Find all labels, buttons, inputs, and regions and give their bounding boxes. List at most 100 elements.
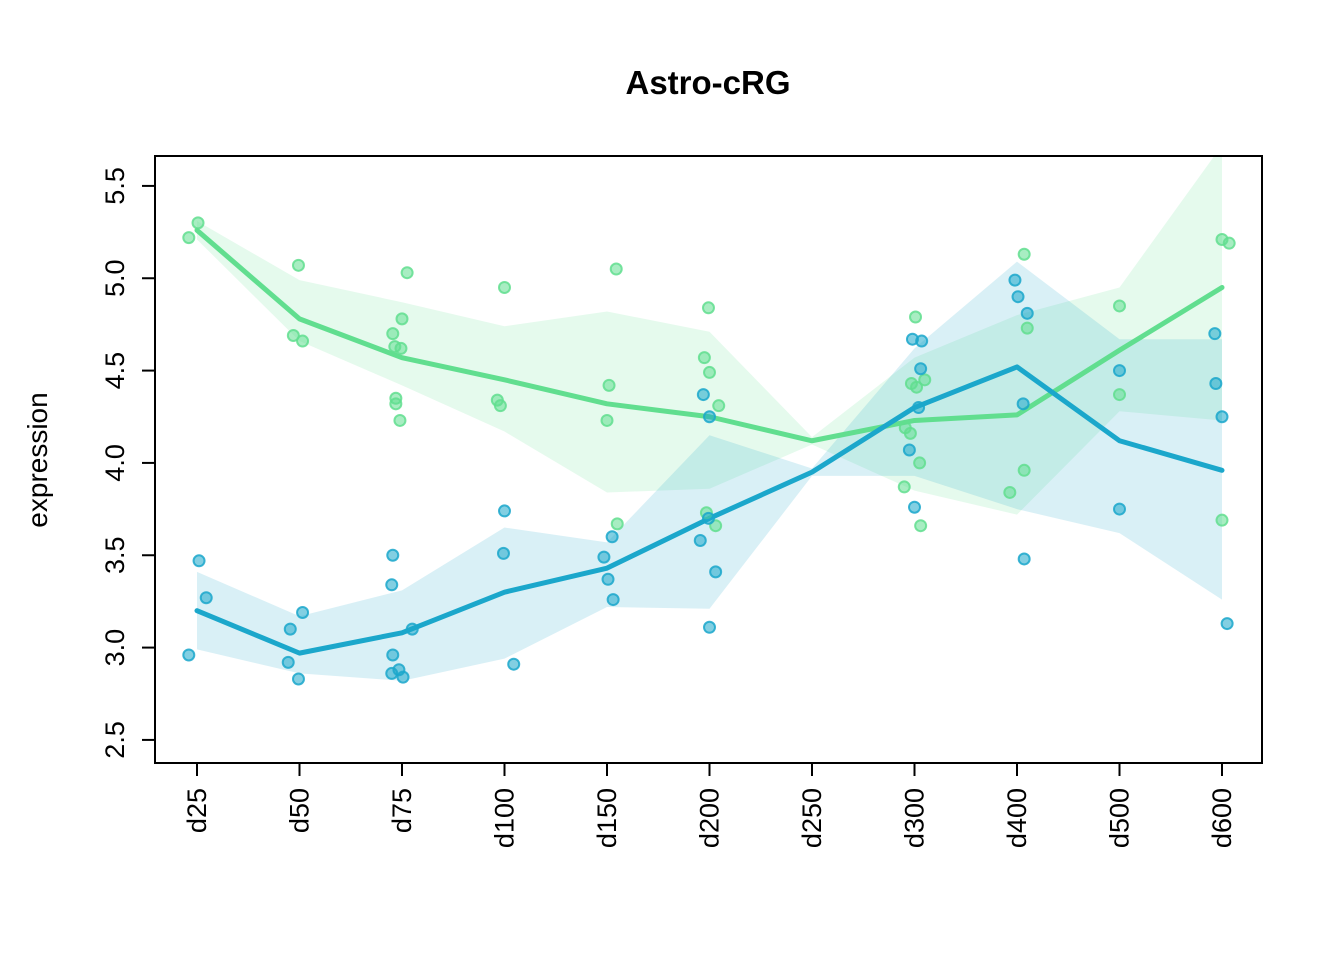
series-green-data-point: [1017, 247, 1031, 261]
series-green-data-point: [191, 216, 205, 230]
series-green-data-point: [296, 334, 310, 348]
y-tick-label: 3.5: [100, 536, 130, 574]
series-blue-data-point: [1011, 290, 1025, 304]
x-tick-label: d200: [695, 788, 725, 848]
series-green-data-point: [1222, 236, 1236, 250]
x-tick-label: d100: [490, 788, 520, 848]
series-blue-data-point: [693, 533, 707, 547]
series-green-data-point: [1215, 513, 1229, 527]
series-blue-data-point: [182, 648, 196, 662]
series-blue-data-point: [496, 546, 510, 560]
series-blue-data-point: [291, 672, 305, 686]
x-tick-label: d500: [1105, 788, 1135, 848]
series-green-data-point: [386, 327, 400, 341]
series-blue-data-point: [597, 550, 611, 564]
x-tick-label: d400: [1002, 788, 1032, 848]
y-tick-label: 2.5: [100, 721, 130, 759]
series-blue-data-point: [1209, 377, 1223, 391]
series-blue-data-point: [281, 655, 295, 669]
x-tick-label: d25: [182, 788, 212, 833]
series-green-data-point: [703, 365, 716, 379]
series-blue-data-point: [386, 648, 400, 662]
y-tick-label: 3.0: [100, 629, 130, 667]
series-green-data-point: [389, 397, 403, 411]
series-blue-data-point: [703, 410, 716, 424]
series-green-data-point: [903, 426, 917, 440]
series-blue-data-point: [396, 670, 410, 684]
series-green-data-point: [701, 301, 715, 315]
series-green-data-point: [393, 413, 407, 427]
series-blue-data-point: [1017, 552, 1031, 566]
series-blue-data-point: [1208, 327, 1222, 341]
series-blue-data-point: [914, 362, 928, 376]
series-green-data-point: [602, 378, 616, 392]
series-green-data-point: [291, 258, 305, 272]
series-blue-data-point: [902, 443, 916, 457]
series-green-data-point: [609, 262, 623, 276]
series-blue-data-point: [1113, 502, 1126, 516]
series-green-data-point: [286, 328, 300, 342]
y-tick-label: 5.0: [100, 259, 130, 297]
series-green-data-point: [897, 480, 911, 494]
x-tick-label: d75: [387, 788, 417, 833]
series-green-confidence-band: [197, 156, 1222, 515]
x-tick-label: d250: [797, 788, 827, 848]
series-green-data-point: [493, 399, 507, 413]
series-blue-data-point: [385, 666, 399, 680]
series-green-data-point: [1113, 299, 1126, 313]
series-green-data-point: [913, 456, 927, 470]
series-green-data-point: [910, 380, 924, 394]
series-blue-data-point: [701, 511, 715, 525]
series-blue-data-point: [912, 401, 926, 415]
y-tick-label: 4.0: [100, 444, 130, 482]
series-blue-data-point: [606, 593, 620, 607]
series-green-data-point: [394, 341, 408, 355]
series-blue-confidence-band: [197, 261, 1222, 681]
series-blue-data-point: [1020, 306, 1034, 320]
series-green-data-point: [498, 280, 511, 294]
series-green-data-point: [712, 399, 726, 413]
series-green-data-point: [697, 351, 711, 365]
series-green-data-point: [914, 519, 928, 533]
series-blue-data-point: [498, 504, 511, 518]
series-green-data-point: [610, 517, 624, 531]
series-blue-data-point: [709, 565, 723, 579]
series-green-data-point: [1020, 321, 1034, 335]
series-green-data-point: [1113, 388, 1126, 402]
series-green-data-point: [600, 413, 614, 427]
series-green-data-point: [909, 310, 923, 324]
series-blue-data-point: [385, 578, 399, 592]
series-green-data-point: [918, 373, 932, 387]
series-blue-data-point: [192, 554, 206, 568]
chart-title: Astro-cRG: [625, 64, 791, 101]
series-green-data-point: [395, 312, 409, 326]
series-blue-data-point: [386, 548, 400, 562]
y-tick-label: 4.5: [100, 352, 130, 390]
x-tick-label: d300: [900, 788, 930, 848]
series-blue-data-point: [605, 530, 619, 544]
y-axis-title: expression: [22, 392, 53, 528]
series-green-data-point: [400, 266, 414, 280]
series-blue-data-point: [1016, 397, 1030, 411]
series-blue-data-point: [696, 388, 710, 402]
series-green-data-point: [1017, 463, 1031, 477]
series-blue-data-point: [199, 591, 213, 605]
series-blue-data-point: [283, 622, 297, 636]
series-blue-data-point: [703, 620, 716, 634]
series-blue-data-point: [1008, 273, 1022, 287]
series-blue-data-point: [1220, 617, 1234, 631]
x-tick-label: d600: [1207, 788, 1237, 848]
series-blue-data-point: [507, 657, 521, 671]
series-blue-data-point: [296, 605, 310, 619]
series-green-data-point: [182, 231, 196, 245]
series-blue-data-point: [908, 500, 921, 514]
x-tick-label: d50: [285, 788, 315, 833]
series-blue-data-point: [1215, 410, 1229, 424]
series-green-data-point: [1003, 485, 1017, 499]
y-tick-label: 5.5: [100, 167, 130, 205]
series-blue-data-point: [601, 572, 615, 586]
series-blue-data-point: [915, 334, 929, 348]
series-blue-data-point: [1113, 364, 1126, 378]
